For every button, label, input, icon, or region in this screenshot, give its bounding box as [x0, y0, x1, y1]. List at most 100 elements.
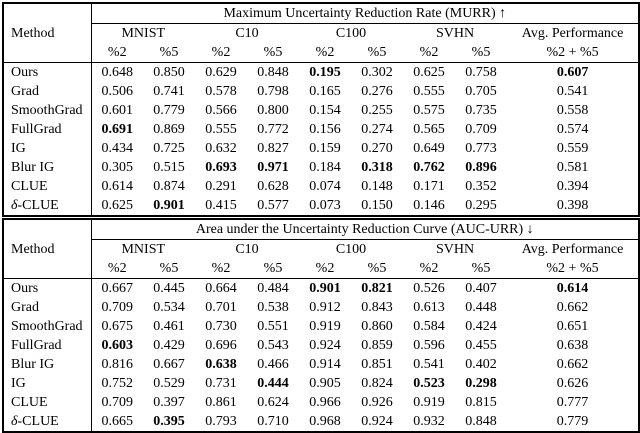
table-row: SmoothGrad 0.675 0.461 0.730 0.551 0.919 0.860… — [3, 317, 639, 336]
value-cell: 0.575 — [413, 103, 445, 118]
method-label: FullGrad — [3, 336, 92, 355]
auc-urr-table-body: Ours 0.667 0.445 0.664 0.484 0.901 0.821 0.526 0… — [3, 278, 639, 432]
value-cell: 0.415 — [205, 198, 237, 213]
value-cell: 0.701 — [205, 300, 237, 315]
value-cell: 0.526 — [413, 281, 445, 296]
value-cell: 0.298 — [465, 376, 497, 391]
value-cell: 0.455 — [465, 338, 497, 353]
value-cell: 0.596 — [413, 338, 445, 353]
method-label: CLUE — [3, 177, 92, 196]
method-label: δ-CLUE — [3, 196, 92, 216]
avg-value-cell: 0.779 — [556, 414, 589, 429]
value-cell: 0.628 — [257, 179, 289, 194]
value-cell: 0.824 — [361, 376, 393, 391]
value-cell: 0.851 — [361, 357, 393, 372]
value-cell: 0.171 — [413, 179, 445, 194]
subheader-row: %2 %5 %2 %5 %2 %5 %2 %5 %2 + %5 — [3, 43, 640, 63]
value-cell: 0.295 — [465, 198, 497, 213]
subheader: %5 — [351, 43, 403, 63]
method-label: CLUE — [3, 393, 92, 412]
avg-performance-header: Avg. Performance — [521, 242, 624, 257]
value-cell: 0.649 — [413, 141, 445, 156]
subheader: %2 — [91, 43, 143, 63]
value-cell: 0.074 — [309, 179, 341, 194]
value-cell: 0.709 — [101, 395, 134, 410]
subheader: %2 — [403, 259, 455, 279]
value-cell: 0.762 — [413, 160, 445, 175]
value-cell: 0.601 — [101, 103, 134, 118]
value-cell: 0.843 — [361, 300, 393, 315]
avg-value-cell: 0.394 — [556, 179, 589, 194]
value-cell: 0.800 — [257, 103, 289, 118]
method-column-header: Method — [3, 219, 92, 279]
subheader: %5 — [455, 43, 507, 63]
table-row: SmoothGrad 0.601 0.779 0.566 0.800 0.154 0.255… — [3, 101, 639, 120]
table-row: Ours 0.648 0.850 0.629 0.848 0.195 0.302 0.625 0… — [3, 62, 639, 82]
table-row: Grad 0.506 0.741 0.578 0.798 0.165 0.276 0.555 0… — [3, 82, 639, 101]
value-cell: 0.648 — [101, 65, 134, 80]
group-header-mnist: MNIST — [121, 242, 166, 257]
value-cell: 0.305 — [101, 160, 134, 175]
value-cell: 0.741 — [153, 84, 185, 99]
value-cell: 0.710 — [257, 414, 289, 429]
value-cell: 0.919 — [309, 319, 341, 334]
subheader: %5 — [247, 43, 299, 63]
avg-value-cell: 0.614 — [556, 281, 589, 296]
avg-value-cell: 0.581 — [556, 160, 589, 175]
value-cell: 0.869 — [153, 122, 185, 137]
murr-table-body: Ours 0.648 0.850 0.629 0.848 0.195 0.302 0.625 0… — [3, 62, 639, 216]
table-row: δ-CLUE 0.665 0.395 0.793 0.710 0.968 0.924 0.93… — [3, 412, 639, 432]
avg-subheader: %2 + %5 — [507, 259, 640, 279]
method-label: Blur IG — [3, 158, 92, 177]
value-cell: 0.318 — [361, 160, 393, 175]
group-header-mnist: MNIST — [121, 26, 166, 41]
subheader: %2 — [195, 259, 247, 279]
value-cell: 0.793 — [205, 414, 237, 429]
value-cell: 0.968 — [309, 414, 341, 429]
value-cell: 0.896 — [465, 160, 497, 175]
value-cell: 0.302 — [361, 65, 393, 80]
value-cell: 0.874 — [153, 179, 185, 194]
group-header-c10: C10 — [235, 242, 259, 257]
group-header-c100: C100 — [335, 242, 367, 257]
value-cell: 0.543 — [257, 338, 289, 353]
subheader: %2 — [91, 259, 143, 279]
value-cell: 0.798 — [257, 84, 289, 99]
value-cell: 0.461 — [153, 319, 185, 334]
value-cell: 0.444 — [257, 376, 289, 391]
avg-value-cell: 0.541 — [556, 84, 589, 99]
avg-value-cell: 0.558 — [556, 103, 589, 118]
dataset-group-row: MNIST C10 C100 SVHN Avg. Performance — [3, 24, 639, 44]
value-cell: 0.667 — [101, 281, 134, 296]
value-cell: 0.448 — [465, 300, 497, 315]
value-cell: 0.184 — [309, 160, 341, 175]
subheader-row: %2 %5 %2 %5 %2 %5 %2 %5 %2 + %5 — [3, 259, 640, 279]
value-cell: 0.613 — [413, 300, 445, 315]
value-cell: 0.861 — [205, 395, 237, 410]
value-cell: 0.966 — [309, 395, 341, 410]
value-cell: 0.625 — [413, 65, 445, 80]
value-cell: 0.603 — [101, 338, 134, 353]
value-cell: 0.195 — [309, 65, 341, 80]
subheader: %2 — [299, 259, 351, 279]
avg-value-cell: 0.662 — [556, 300, 589, 315]
value-cell: 0.565 — [413, 122, 445, 137]
table-row: δ-CLUE 0.625 0.901 0.415 0.577 0.073 0.150 0.14… — [3, 196, 639, 216]
group-header-c10: C10 — [235, 26, 259, 41]
value-cell: 0.424 — [465, 319, 497, 334]
avg-value-cell: 0.651 — [556, 319, 589, 334]
method-label: δ-CLUE — [3, 412, 92, 432]
value-cell: 0.407 — [465, 281, 497, 296]
value-cell: 0.352 — [465, 179, 497, 194]
avg-value-cell: 0.638 — [556, 338, 589, 353]
value-cell: 0.901 — [309, 281, 341, 296]
value-cell: 0.578 — [205, 84, 237, 99]
value-cell: 0.709 — [465, 122, 497, 137]
murr-table: Method Maximum Uncertainty Reduction Rat… — [2, 2, 640, 217]
value-cell: 0.402 — [465, 357, 497, 372]
value-cell: 0.154 — [309, 103, 341, 118]
value-cell: 0.924 — [361, 414, 393, 429]
value-cell: 0.905 — [309, 376, 341, 391]
value-cell: 0.860 — [361, 319, 393, 334]
value-cell: 0.815 — [465, 395, 497, 410]
